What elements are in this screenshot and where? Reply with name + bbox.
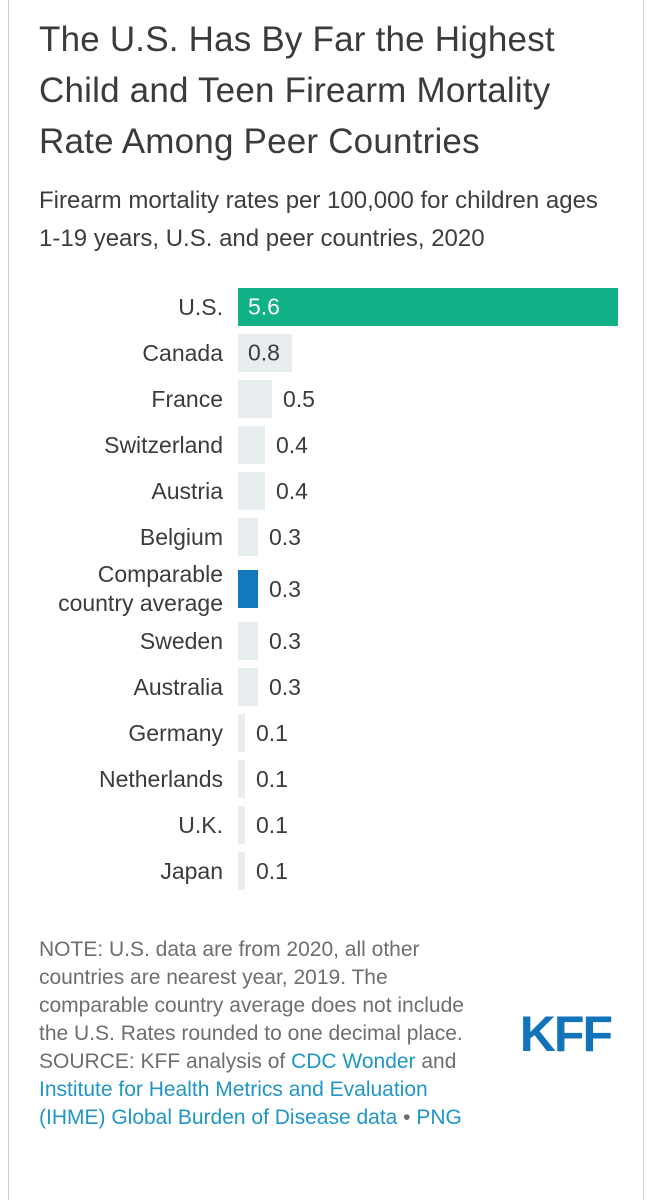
- chart-row: Austria 0.4: [39, 468, 617, 514]
- value-label: 0.1: [256, 719, 288, 746]
- separator-bullet: •: [397, 1106, 417, 1129]
- bar: [238, 806, 245, 844]
- row-label: Switzerland: [104, 431, 223, 458]
- bar-area: 5.6: [238, 288, 618, 326]
- chart-row: Japan 0.1: [39, 848, 617, 894]
- value-label: 5.6: [248, 293, 280, 320]
- bar-area: 0.3: [238, 622, 617, 660]
- bar: [238, 380, 272, 418]
- chart-title: The U.S. Has By Far the Highest Child an…: [39, 20, 555, 161]
- bar-area: 0.3: [238, 570, 617, 608]
- row-label: Canada: [142, 339, 223, 366]
- row-label: Netherlands: [98, 765, 223, 792]
- bar-area: 0.8: [238, 334, 617, 372]
- row-label: U.K.: [178, 811, 223, 838]
- bar: [238, 518, 258, 556]
- bar-chart: U.S. 5.6 Canada 0.8 France 0.5 Switzerla…: [39, 284, 618, 894]
- chart-card: The U.S. Has By Far the Highest Child an…: [8, 0, 644, 1200]
- note-text: NOTE: U.S. data are from 2020, all other…: [39, 938, 464, 1045]
- value-label: 0.4: [276, 477, 308, 504]
- bar-area: 0.4: [238, 426, 617, 464]
- source-and: and: [415, 1050, 457, 1073]
- chart-row: Belgium 0.3: [39, 514, 617, 560]
- bar-area: 0.1: [238, 852, 617, 890]
- bar-area: 0.3: [238, 518, 617, 556]
- bar: [238, 570, 258, 608]
- chart-row: Netherlands 0.1: [39, 756, 617, 802]
- chart-row: Canada 0.8: [39, 330, 617, 376]
- value-label: 0.3: [269, 627, 301, 654]
- chart-row: Switzerland 0.4: [39, 422, 617, 468]
- row-label: Belgium: [139, 523, 223, 550]
- bar-area: 0.3: [238, 668, 617, 706]
- bar: [238, 714, 245, 752]
- chart-row: Germany 0.1: [39, 710, 617, 756]
- bar: [238, 622, 258, 660]
- bar-area: 0.5: [238, 380, 617, 418]
- value-label: 0.4: [276, 431, 308, 458]
- footer-text: NOTE: U.S. data are from 2020, all other…: [39, 936, 496, 1132]
- value-label: 0.3: [269, 673, 301, 700]
- chart-row: Australia 0.3: [39, 664, 617, 710]
- bar-area: 0.4: [238, 472, 617, 510]
- chart-row: France 0.5: [39, 376, 617, 422]
- chart-row: U.S. 5.6: [39, 284, 618, 330]
- bar: [238, 668, 258, 706]
- value-label: 0.1: [256, 811, 288, 838]
- png-link[interactable]: PNG: [416, 1106, 462, 1129]
- bar-area: 0.1: [238, 806, 617, 844]
- row-label: Australia: [133, 673, 223, 700]
- row-label: U.S.: [178, 293, 223, 320]
- cdc-wonder-link[interactable]: CDC Wonder: [291, 1050, 416, 1073]
- value-label: 0.8: [248, 339, 280, 366]
- row-label: Austria: [151, 477, 223, 504]
- chart-row: Sweden 0.3: [39, 618, 617, 664]
- bar: [238, 760, 245, 798]
- bar: [238, 288, 618, 326]
- chart-row: Comparable country average 0.3: [39, 560, 617, 618]
- row-label: Japan: [160, 857, 223, 884]
- bar: [238, 334, 292, 372]
- bar-area: 0.1: [238, 760, 617, 798]
- value-label: 0.5: [283, 385, 315, 412]
- row-label: France: [151, 385, 223, 412]
- value-label: 0.1: [256, 765, 288, 792]
- bar: [238, 426, 265, 464]
- ihme-link[interactable]: Institute for Health Metrics and Evaluat…: [39, 1078, 428, 1129]
- footer: NOTE: U.S. data are from 2020, all other…: [39, 936, 617, 1132]
- bar: [238, 472, 265, 510]
- kff-logo[interactable]: KFF: [519, 1006, 613, 1062]
- bar-area: 0.1: [238, 714, 617, 752]
- row-label: Sweden: [139, 627, 223, 654]
- chart-row: U.K. 0.1: [39, 802, 617, 848]
- source-prefix: SOURCE: KFF analysis of: [39, 1050, 292, 1073]
- chart-subtitle: Firearm mortality rates per 100,000 for …: [39, 187, 598, 252]
- value-label: 0.1: [256, 857, 288, 884]
- row-label: Comparable country average: [58, 561, 223, 616]
- value-label: 0.3: [269, 523, 301, 550]
- row-label: Germany: [128, 719, 223, 746]
- value-label: 0.3: [269, 575, 301, 602]
- bar: [238, 852, 245, 890]
